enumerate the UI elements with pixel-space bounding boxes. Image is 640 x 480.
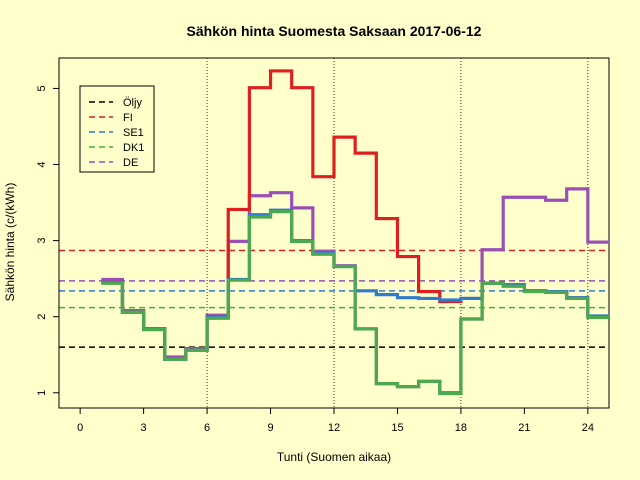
legend-label-de: DE — [123, 157, 138, 169]
x-tick-label-24: 24 — [582, 422, 594, 434]
x-axis-label: Tunti (Suomen aikaa) — [277, 450, 391, 464]
y-tick-label-5: 5 — [36, 85, 48, 91]
x-tick-label-3: 3 — [141, 422, 147, 434]
series-dk1-line — [101, 210, 609, 396]
x-tick-label-6: 6 — [204, 422, 210, 434]
x-tick-label-12: 12 — [328, 422, 340, 434]
legend-box — [79, 85, 155, 173]
y-tick-label-2: 2 — [36, 314, 48, 320]
plot-area — [58, 57, 610, 409]
x-tick-label-21: 21 — [518, 422, 530, 434]
x-axis: 0 3 6 9 12 15 18 21 24 — [77, 407, 594, 434]
chart-title: Sähkön hinta Suomesta Saksaan 2017-06-12 — [187, 23, 482, 39]
legend-label-öljy: Öljy — [123, 97, 142, 109]
legend-label-fi: FI — [123, 112, 133, 124]
x-tick-label-9: 9 — [267, 422, 273, 434]
y-tick-label-4: 4 — [36, 161, 48, 167]
legend-label-dk1: DK1 — [123, 142, 144, 154]
legend-label-se1: SE1 — [123, 127, 144, 139]
y-tick-label-3: 3 — [36, 238, 48, 244]
legend: Öljy FI SE1 DK1 DE — [79, 85, 155, 173]
y-tick-label-1: 1 — [36, 390, 48, 396]
step-series — [101, 69, 609, 396]
y-axis-label: Sähkön hinta (c/(kWh) — [3, 183, 17, 302]
x-tick-label-0: 0 — [77, 422, 83, 434]
y-axis: 1 2 3 4 5 — [36, 85, 60, 396]
x-tick-label-18: 18 — [455, 422, 467, 434]
x-tick-label-15: 15 — [391, 422, 403, 434]
